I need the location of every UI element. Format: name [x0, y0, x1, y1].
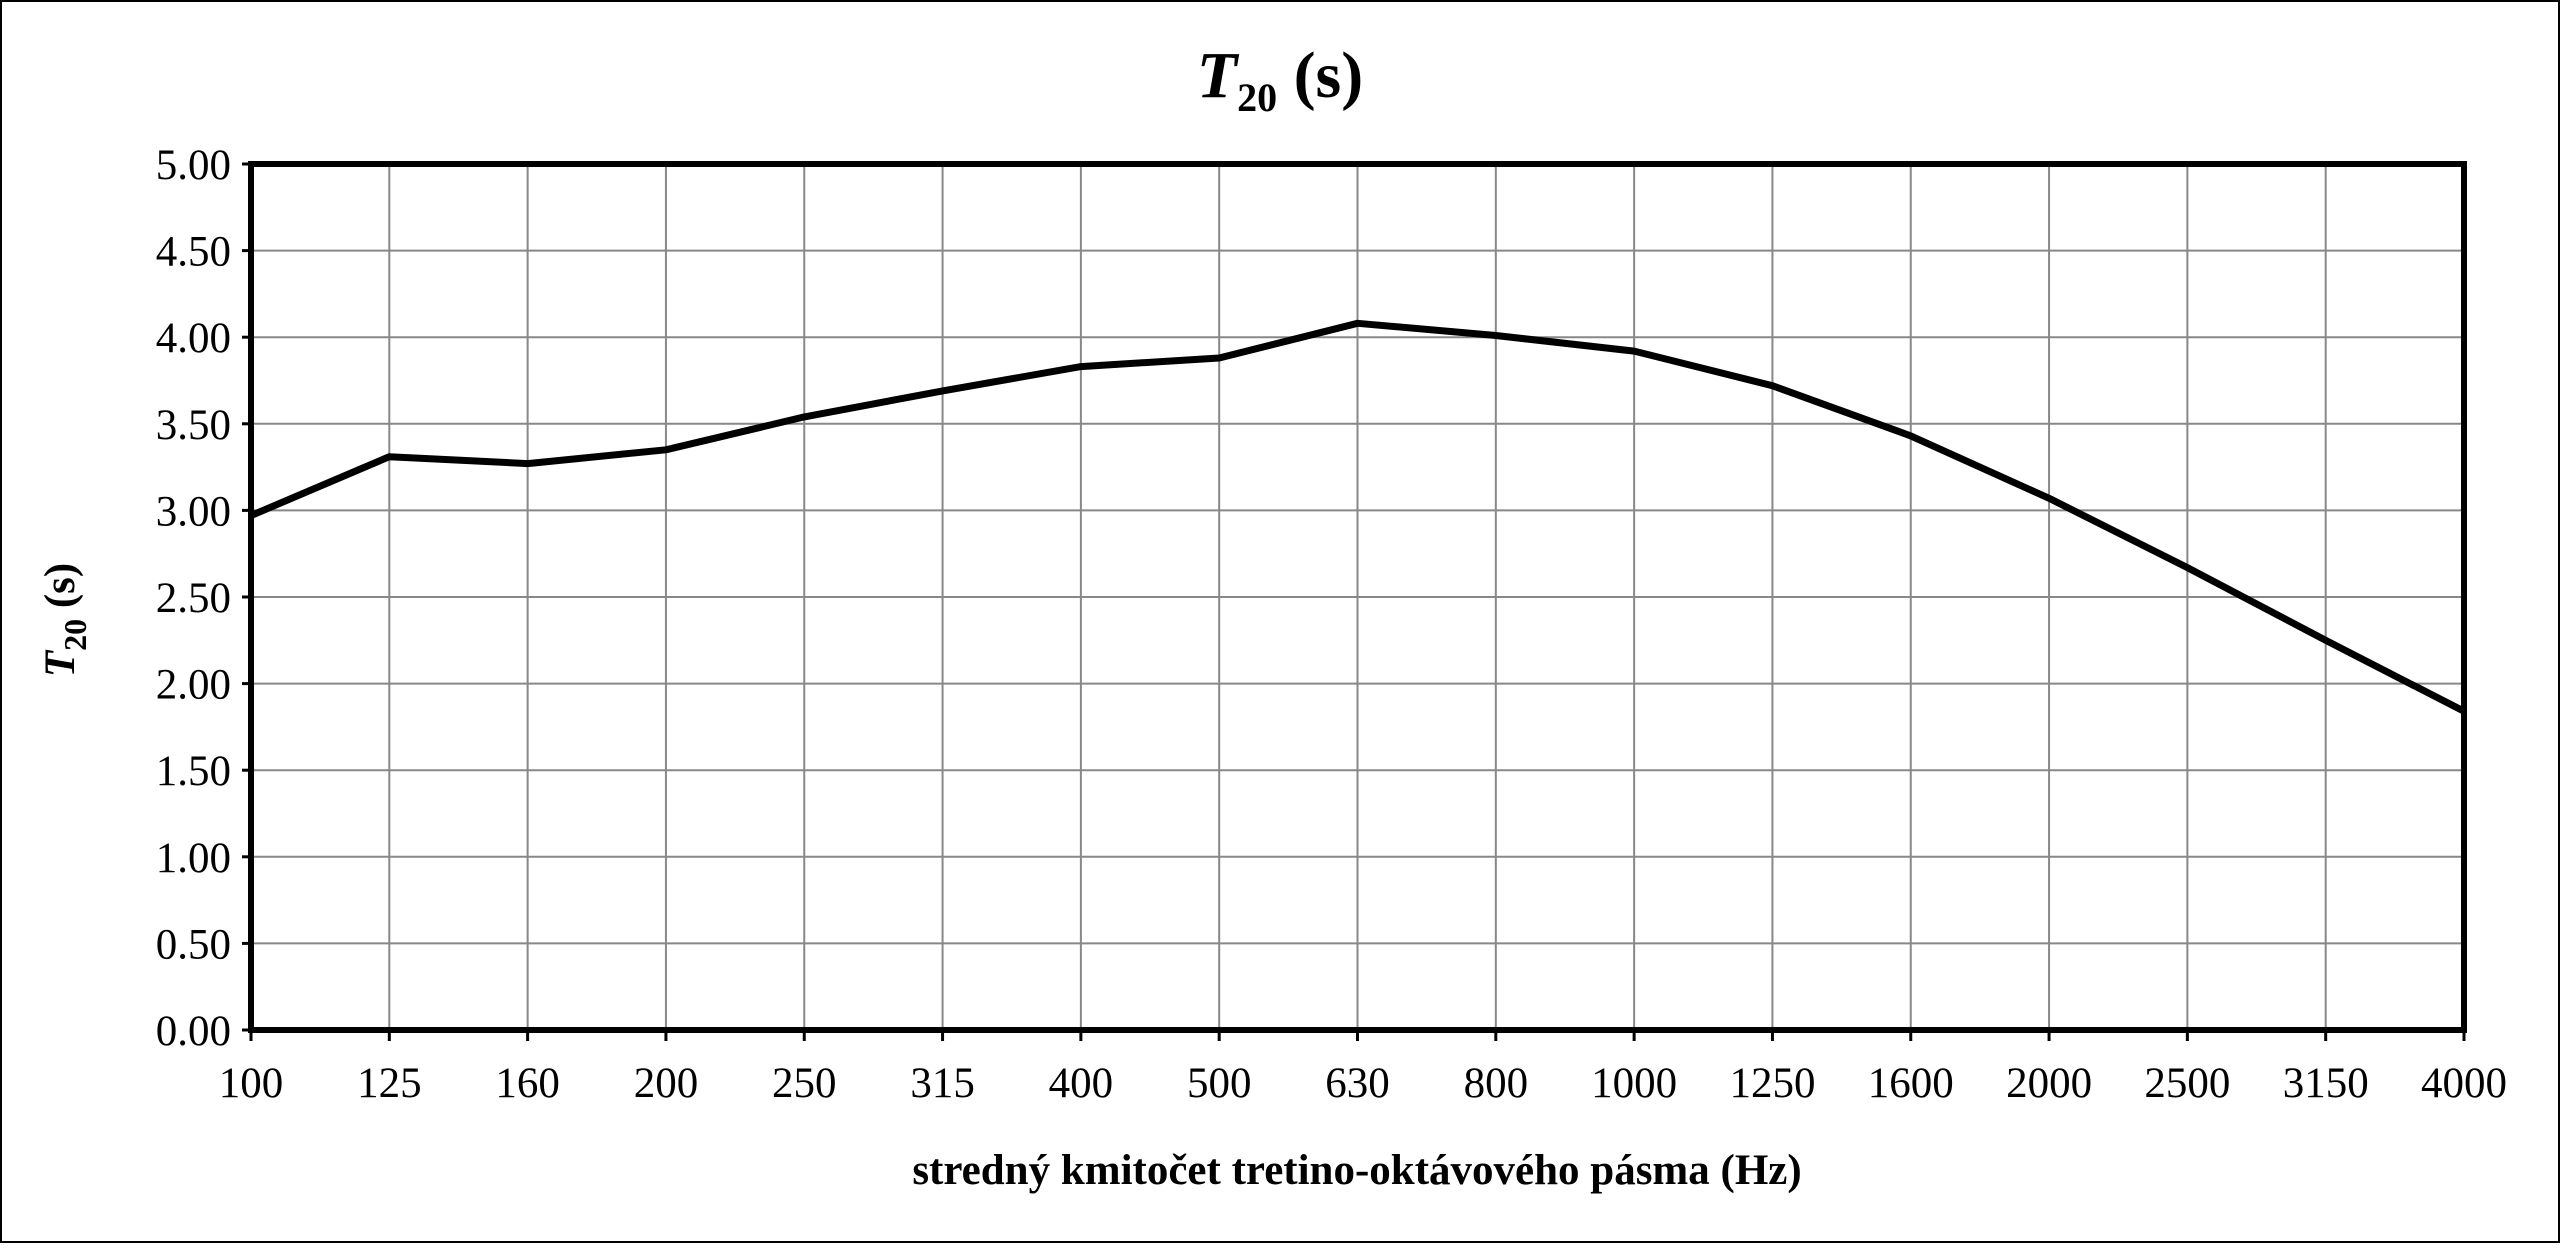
- x-tick-label: 2500: [2144, 1060, 2230, 1107]
- x-tick-label: 125: [357, 1060, 422, 1107]
- y-tick-label: 4.00: [156, 315, 231, 362]
- x-tick-label: 500: [1187, 1060, 1252, 1107]
- x-tick-label: 250: [772, 1060, 837, 1107]
- x-axis-title: stredný kmitočet tretino-oktávového pásm…: [912, 1147, 1801, 1194]
- x-tick-label: 200: [634, 1060, 699, 1107]
- x-tick-labels: 100 125 160 200 250 315 400 500 630 800 1000 1250 16…: [219, 1060, 2507, 1107]
- x-tick-label: 1250: [1729, 1060, 1815, 1107]
- series-layer: [249, 319, 2466, 715]
- y-axis-title-subscript: 20: [57, 619, 93, 651]
- chart-title-subscript: 20: [1237, 75, 1277, 120]
- y-tick-label: 1.50: [156, 748, 231, 795]
- x-tick-label: 160: [495, 1060, 560, 1107]
- y-tick-labels: 0.00 0.50 1.00 1.50 2.00 2.50 3.00 3.50 4.00 4.50…: [156, 142, 231, 1055]
- x-tick-label: 100: [219, 1060, 284, 1107]
- chart-title-unit: (s): [1277, 39, 1363, 112]
- y-tick-label: 3.50: [156, 402, 231, 449]
- tick-marks: [242, 162, 2466, 1041]
- chart-title-symbol: T: [1197, 39, 1240, 112]
- y-tick-label: 3.00: [156, 488, 231, 535]
- chart-title: T20 (s): [1197, 39, 1363, 120]
- y-axis-title-symbol: T: [37, 649, 84, 677]
- y-axis-title: T20 (s): [37, 563, 93, 677]
- series-line: [249, 319, 2466, 715]
- x-tick-label: 315: [910, 1060, 975, 1107]
- y-tick-label: 5.00: [156, 142, 231, 189]
- x-tick-label: 400: [1049, 1060, 1114, 1107]
- x-tick-label: 2000: [2006, 1060, 2092, 1107]
- y-tick-label: 0.50: [156, 921, 231, 968]
- y-tick-label: 2.00: [156, 662, 231, 709]
- x-tick-label: 1600: [1868, 1060, 1954, 1107]
- x-tick-label: 630: [1325, 1060, 1390, 1107]
- y-tick-label: 4.50: [156, 229, 231, 276]
- x-tick-label: 1000: [1591, 1060, 1677, 1107]
- x-tick-label: 4000: [2421, 1060, 2507, 1107]
- y-tick-label: 1.00: [156, 835, 231, 882]
- y-tick-label: 2.50: [156, 575, 231, 622]
- x-tick-label: 3150: [2283, 1060, 2369, 1107]
- y-tick-label: 0.00: [156, 1008, 231, 1055]
- y-axis-title-unit: (s): [37, 563, 84, 619]
- x-tick-label: 800: [1464, 1060, 1529, 1107]
